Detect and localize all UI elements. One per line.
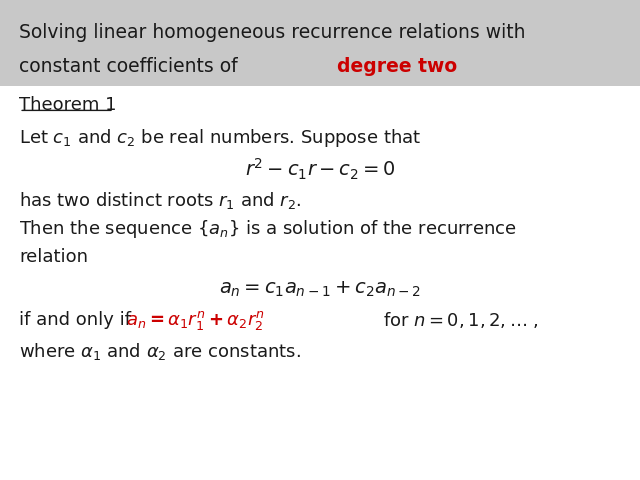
Text: Solving linear homogeneous recurrence relations with: Solving linear homogeneous recurrence re… <box>19 23 525 42</box>
Text: $r^2 - c_1r - c_2 = 0$: $r^2 - c_1r - c_2 = 0$ <box>244 157 396 182</box>
Text: Theorem 1: Theorem 1 <box>19 96 116 114</box>
Text: constant coefficients of: constant coefficients of <box>19 57 244 76</box>
Text: has two distinct roots $r_1$ and $r_2$.: has two distinct roots $r_1$ and $r_2$. <box>19 190 301 211</box>
Text: $a_n = c_1a_{n-1} + c_2a_{n-2}$: $a_n = c_1a_{n-1} + c_2a_{n-2}$ <box>219 279 421 299</box>
Text: Let $c_1$ and $c_2$ be real numbers. Suppose that: Let $c_1$ and $c_2$ be real numbers. Sup… <box>19 127 422 149</box>
Text: $\boldsymbol{a_n = \alpha_1 r_1^n + \alpha_2 r_2^n}$: $\boldsymbol{a_n = \alpha_1 r_1^n + \alp… <box>126 309 265 332</box>
Text: for $n = 0, 1, 2, \ldots$ ,: for $n = 0, 1, 2, \ldots$ , <box>383 310 538 330</box>
FancyBboxPatch shape <box>0 0 640 86</box>
Text: if and only if: if and only if <box>19 311 137 329</box>
Text: degree two: degree two <box>337 57 458 76</box>
Text: where $\alpha_1$ and $\alpha_2$ are constants.: where $\alpha_1$ and $\alpha_2$ are cons… <box>19 341 301 362</box>
Text: Then the sequence $\{a_n\}$ is a solution of the recurrence: Then the sequence $\{a_n\}$ is a solutio… <box>19 218 517 240</box>
Text: relation: relation <box>19 248 88 266</box>
